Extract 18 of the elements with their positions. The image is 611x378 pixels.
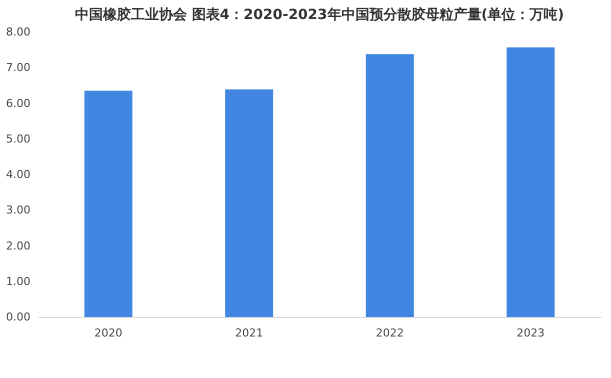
- x-tick-label: 2021: [235, 326, 264, 340]
- bar: [225, 89, 274, 317]
- bar: [366, 54, 414, 317]
- y-tick-label: 8.00: [6, 26, 30, 38]
- x-tick-label: 2022: [376, 326, 404, 340]
- y-tick-label: 6.00: [6, 96, 30, 110]
- y-tick-label: 7.00: [6, 61, 30, 74]
- y-tick-label: 1.00: [6, 274, 30, 288]
- y-tick-label: 2.00: [6, 239, 30, 252]
- y-tick-label: 4.00: [6, 168, 30, 181]
- bar: [84, 90, 132, 317]
- y-tick-label: 0.00: [6, 310, 30, 324]
- chart-title: 中国橡胶工业协会 图表4：2020-2023年中国预分散胶母粒产量(单位：万吨): [74, 6, 564, 23]
- x-tick-label: 2020: [94, 326, 122, 340]
- x-tick-label: 2023: [516, 326, 545, 340]
- bar: [506, 47, 555, 317]
- y-tick-label: 5.00: [6, 132, 30, 146]
- y-tick-label: 3.00: [6, 204, 30, 217]
